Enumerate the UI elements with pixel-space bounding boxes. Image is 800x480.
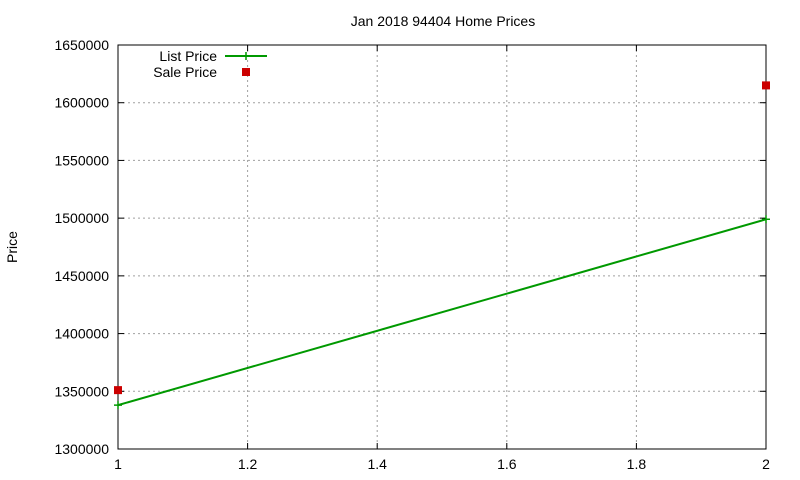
list-price-line (117, 218, 767, 407)
y-tick-label: 1500000 (54, 210, 109, 226)
y-tick-label: 1350000 (54, 383, 109, 399)
legend-label-list-price: List Price (159, 48, 217, 64)
x-tick-label: 2 (762, 456, 770, 472)
y-tick-label: 1650000 (54, 37, 109, 53)
y-tick-label: 1600000 (54, 95, 109, 111)
y-tick-label: 1450000 (54, 268, 109, 284)
sale-price-point (114, 386, 122, 395)
plot-border (117, 44, 767, 450)
x-tick-label: 1.8 (627, 456, 647, 472)
sale-price-point (762, 81, 770, 90)
list-price-point (762, 215, 770, 224)
y-tick-label: 1550000 (54, 152, 109, 168)
x-tick-label: 1 (114, 456, 122, 472)
list-price-point (114, 401, 122, 410)
x-tick-label: 1.2 (238, 456, 258, 472)
legend-swatch-sale-price (242, 68, 250, 76)
x-tick-label: 1.4 (367, 456, 387, 472)
chart-title: Jan 2018 94404 Home Prices (351, 13, 535, 29)
grid (118, 45, 766, 449)
y-axis-label: Price (4, 231, 20, 263)
y-tick-label: 1300000 (54, 441, 109, 457)
y-tick-label: 1400000 (54, 326, 109, 342)
legend-label-sale-price: Sale Price (153, 64, 217, 80)
x-axis: 1 1.2 1.4 1.6 1.8 2 (114, 45, 770, 472)
x-tick-label: 1.6 (497, 456, 517, 472)
y-axis: 1300000 1350000 1400000 1450000 1500000 15500… (54, 37, 766, 457)
series-layer (114, 81, 770, 410)
